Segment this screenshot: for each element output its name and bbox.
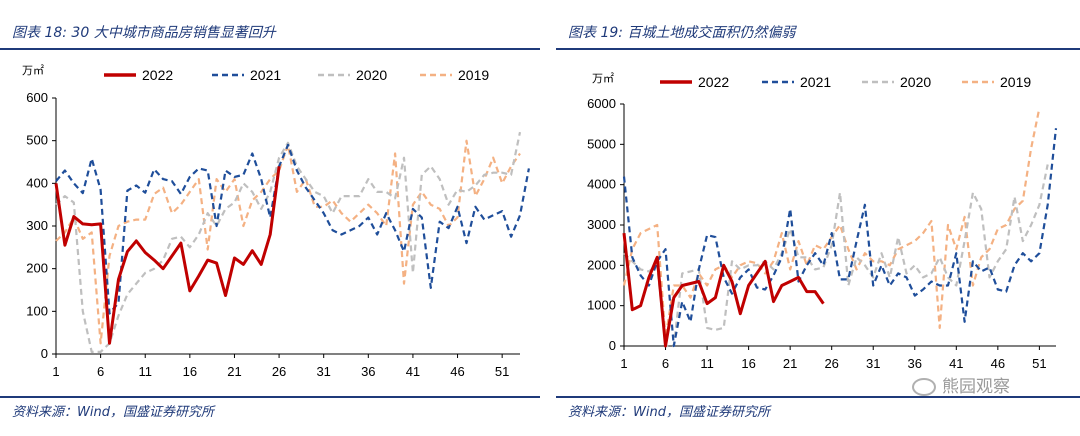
series-line-2022 (54, 166, 281, 345)
series-line-2020 (55, 131, 522, 353)
series-line-2019 (622, 107, 1041, 339)
y-unit-label: 万㎡ (22, 64, 44, 77)
legend-label-2019: 2019 (1000, 74, 1031, 90)
title-rule (0, 48, 540, 50)
x-tick-label: 36 (361, 364, 375, 379)
legend-label-2020: 2020 (356, 67, 387, 83)
x-tick-label: 46 (991, 356, 1005, 371)
x-tick-label: 31 (866, 356, 880, 371)
y-tick-label: 4000 (587, 177, 616, 192)
wechat-icon (912, 378, 936, 396)
x-tick-label: 51 (1032, 356, 1046, 371)
legend-label-2022: 2022 (698, 74, 729, 90)
y-tick-label: 300 (26, 218, 48, 233)
figure-19-source: 资料来源：Wind，国盛证券研究所 (568, 405, 770, 420)
source-rule (0, 396, 540, 398)
x-tick-label: 6 (97, 364, 104, 379)
x-tick-label: 21 (227, 364, 241, 379)
x-tick-label: 41 (406, 364, 420, 379)
figure-19-title: 图表 19: 百城土地成交面积仍然偏弱 (568, 25, 796, 41)
x-tick-label: 11 (700, 356, 714, 371)
y-tick-label: 6000 (587, 96, 616, 111)
x-tick-label: 6 (662, 356, 669, 371)
series-line-2020 (623, 164, 1049, 348)
x-tick-label: 46 (450, 364, 464, 379)
y-tick-label: 5000 (587, 136, 616, 151)
series-line-2019 (55, 139, 521, 345)
watermark: 熊园观察 (912, 372, 1010, 397)
x-tick-label: 11 (138, 364, 152, 379)
y-tick-label: 500 (26, 133, 48, 148)
x-tick-label: 26 (272, 364, 286, 379)
y-tick-label: 1000 (587, 298, 616, 313)
left-figure: 图表 18: 30 大中城市商品房销售显著回升 万㎡ 0 100 200 300 400 5… (0, 25, 540, 420)
x-tick-label: 16 (183, 364, 197, 379)
x-tick-label: 1 (620, 356, 627, 371)
watermark-text: 熊园观察 (942, 377, 1010, 397)
source-rule (556, 396, 1080, 398)
figure-18-source: 资料来源：Wind，国盛证券研究所 (12, 405, 214, 420)
x-tick-label: 21 (783, 356, 797, 371)
x-tick-label: 51 (495, 364, 509, 379)
right-figure: 图表 19: 百城土地成交面积仍然偏弱 万㎡ 0 1000 2000 3000 4000 5… (556, 0, 1080, 436)
x-tick-label: 26 (824, 356, 838, 371)
title-rule (556, 48, 1080, 50)
x-tick-label: 31 (316, 364, 330, 379)
x-tick-label: 36 (908, 356, 922, 371)
figure-18-title: 图表 18: 30 大中城市商品房销售显著回升 (12, 25, 276, 41)
y-tick-label: 100 (26, 303, 48, 318)
series-line-2022 (622, 232, 825, 348)
legend-label-2021: 2021 (250, 67, 281, 83)
y-tick-label: 400 (26, 175, 48, 190)
y-tick-label: 3000 (587, 217, 616, 232)
x-tick-label: 16 (741, 356, 755, 371)
x-tick-label: 1 (52, 364, 59, 379)
y-tick-label: 2000 (587, 257, 616, 272)
y-tick-label: 0 (609, 338, 616, 353)
y-tick-label: 200 (26, 261, 48, 276)
series-line-2021 (622, 128, 1058, 348)
y-tick-label: 600 (26, 90, 48, 105)
legend-label-2021: 2021 (800, 74, 831, 90)
y-tick-label: 0 (41, 346, 48, 361)
legend-label-2019: 2019 (458, 67, 489, 83)
x-tick-label: 41 (949, 356, 963, 371)
legend-label-2022: 2022 (142, 67, 173, 83)
legend-label-2020: 2020 (900, 74, 931, 90)
y-unit-label: 万㎡ (592, 72, 614, 85)
